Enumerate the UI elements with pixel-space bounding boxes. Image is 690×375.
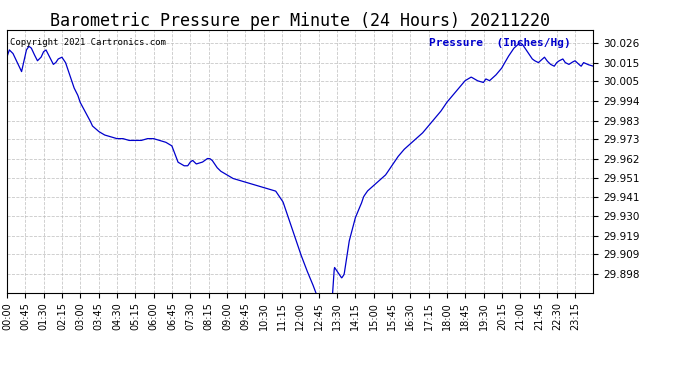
Text: Copyright 2021 Cartronics.com: Copyright 2021 Cartronics.com [10,38,166,47]
Title: Barometric Pressure per Minute (24 Hours) 20211220: Barometric Pressure per Minute (24 Hours… [50,12,550,30]
Text: Pressure  (Inches/Hg): Pressure (Inches/Hg) [429,38,571,48]
